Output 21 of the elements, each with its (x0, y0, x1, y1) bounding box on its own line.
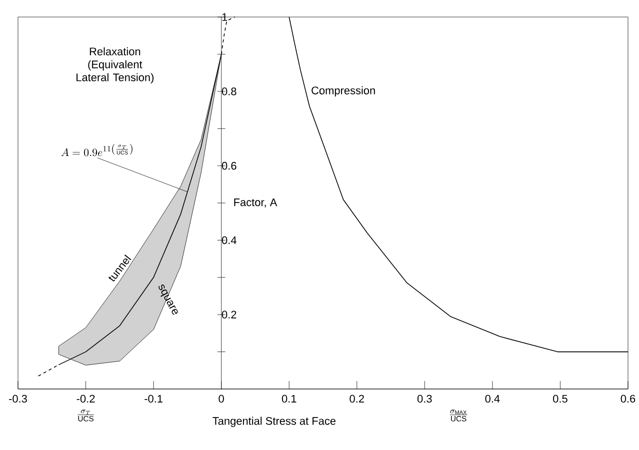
text: $\frac{\sigma_{\mathrm{MAX}}}{\mathrm{UCS}}$ (450, 410, 468, 422)
y-tick-label: 0.2 (222, 310, 236, 318)
x-tick-label: -0.2 (76, 394, 95, 403)
x-tick-label: -0.3 (9, 394, 27, 403)
x-tick-label: 0.6 (620, 394, 636, 403)
x-tick-label: 0.1 (282, 394, 296, 403)
y-tick-label: 0.6 (222, 162, 236, 170)
x-tick-label: 0.3 (417, 394, 432, 403)
y-axis-title: Factor, A (234, 198, 278, 208)
x-axis-title: Tangential Stress at Face (212, 416, 336, 427)
y-tick-label: 0.8 (222, 88, 236, 96)
x-tick-label: 0.4 (485, 394, 500, 403)
y-tick-label: 0.4 (222, 236, 236, 244)
x-tick-label: -0.1 (144, 394, 162, 403)
x-tick-label: 0 (218, 394, 224, 403)
annotation: Relaxation (Equivalent Lateral Tension) (76, 47, 154, 84)
text: $\frac{\sigma_T}{\mathrm{UCS}}$ (78, 410, 94, 422)
annotation: $A=0.9e^{11\left(\frac{\sigma_T}{\mathrm{UCS}}\right)}$ (61, 144, 132, 156)
x-tick-label: 0.2 (350, 394, 364, 403)
annotation: Compression (312, 86, 375, 96)
x-tick-label: 0.5 (553, 394, 568, 403)
